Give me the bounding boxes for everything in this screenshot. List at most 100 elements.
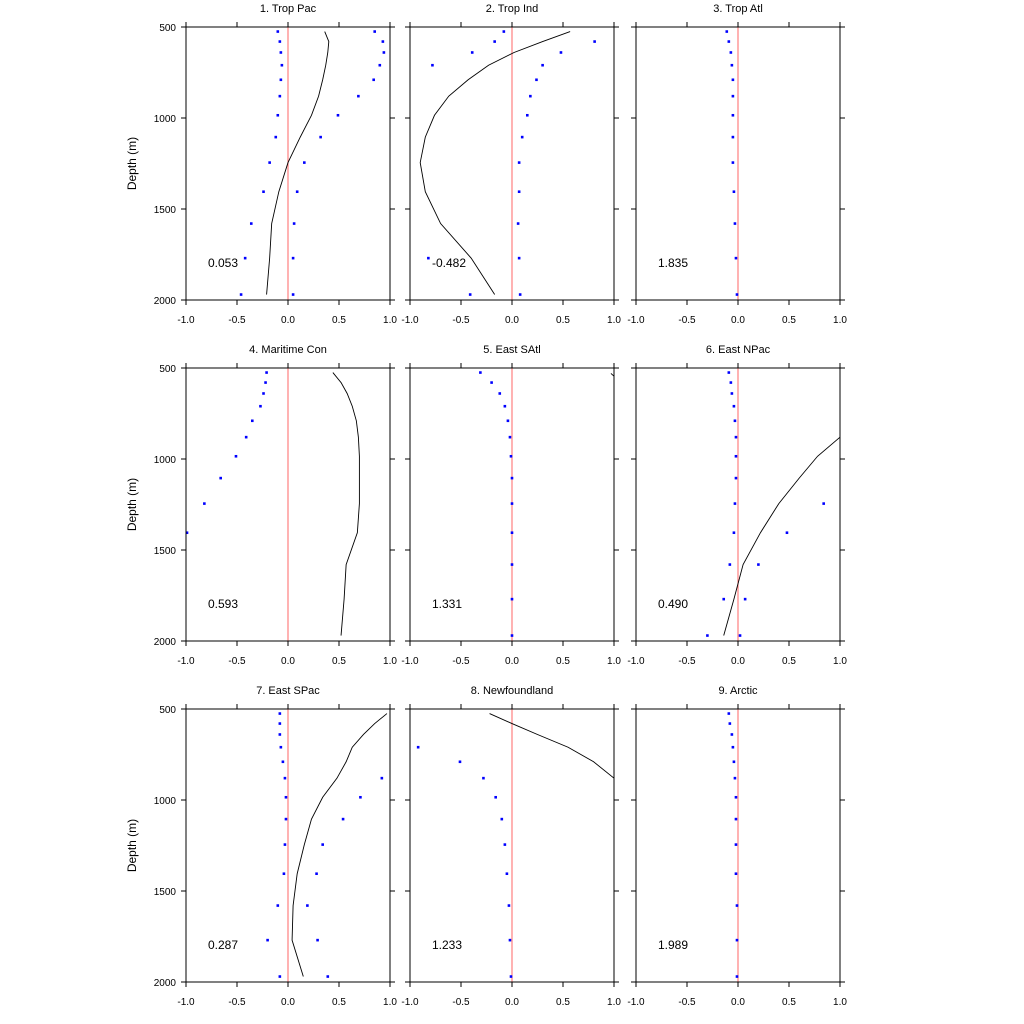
data-point [243, 256, 247, 260]
data-point [203, 502, 206, 505]
data-point [431, 63, 434, 67]
data-point [280, 63, 284, 67]
panel-title: 5. East SAtl [483, 344, 540, 356]
data-point [518, 293, 522, 296]
data-point [734, 435, 738, 439]
data-point [281, 760, 285, 764]
data-point [738, 634, 742, 637]
data-point [303, 161, 306, 164]
y-tick-label: 500 [159, 705, 176, 716]
data-point [239, 293, 243, 296]
data-point [732, 404, 736, 408]
data-point [517, 190, 521, 194]
data-point [306, 904, 309, 907]
data-point [593, 40, 596, 43]
y-axis-label: Depth (m) [125, 819, 139, 872]
data-point [279, 78, 283, 82]
data-point [282, 872, 286, 876]
data-point [292, 222, 296, 225]
data-point [733, 776, 737, 780]
panel-title: 1. Trop Pac [260, 3, 317, 15]
x-tick-label: -1.0 [627, 315, 645, 326]
data-point [503, 404, 507, 408]
x-tick-label: 1.0 [383, 997, 397, 1008]
x-tick-label: 0.0 [505, 315, 519, 326]
data-point [319, 135, 322, 139]
data-point [279, 745, 283, 749]
data-point [262, 392, 265, 395]
panel-4: -1.0 -0.5 0.0 0.5 1.0 500 1000 1500 2000 4. Marit… [125, 344, 397, 667]
data-point [506, 419, 510, 423]
data-layer [706, 371, 840, 637]
x-tick-label: -1.0 [177, 656, 195, 667]
x-tick-label: 1.0 [607, 656, 621, 667]
data-point [295, 190, 299, 194]
panel-8: -1.0 -0.5 0.0 0.5 1.0 8. Newfoundland 1.233 [401, 685, 621, 1008]
data-point [731, 94, 735, 98]
panel-annotation: 1.233 [432, 938, 462, 952]
y-tick-label: 500 [159, 23, 176, 34]
data-point [734, 843, 738, 846]
data-point [266, 938, 269, 942]
data-point [706, 634, 709, 637]
y-tick-label: 2000 [154, 296, 177, 307]
data-point [278, 40, 282, 43]
data-point [722, 597, 726, 601]
x-tick-label: 0.5 [782, 656, 796, 667]
panel-annotation: 1.835 [658, 256, 688, 270]
data-point [728, 563, 732, 566]
data-point [529, 94, 532, 98]
data-layer [239, 30, 386, 296]
panel-annotation: -0.482 [432, 256, 466, 270]
data-point [251, 419, 254, 423]
panel-annotation: 0.287 [208, 938, 238, 952]
data-point [284, 795, 288, 799]
data-point [541, 63, 544, 67]
y-tick-label: 500 [159, 364, 176, 375]
data-point [730, 733, 734, 736]
series-line [266, 31, 330, 295]
data-point [725, 30, 729, 33]
data-point [510, 502, 514, 505]
data-layer [727, 712, 739, 978]
x-tick-label: 0.5 [556, 656, 570, 667]
x-tick-label: 1.0 [607, 315, 621, 326]
data-point [729, 51, 733, 54]
data-layer [419, 30, 596, 296]
series-line [489, 713, 614, 779]
data-point [517, 161, 521, 164]
data-point [559, 51, 563, 54]
data-point [249, 222, 253, 225]
data-point [234, 454, 238, 458]
series-line [610, 373, 614, 377]
data-point [500, 817, 504, 821]
data-point [733, 222, 737, 225]
data-point [493, 40, 496, 43]
data-point [498, 392, 502, 395]
data-point [535, 78, 538, 82]
data-point [278, 712, 282, 715]
data-layer [725, 30, 739, 296]
panel-1: -1.0 -0.5 0.0 0.5 1.0 500 1000 1500 2000 1. Trop … [125, 3, 397, 326]
data-point [283, 776, 287, 780]
data-point [278, 733, 282, 736]
panel-title: 4. Maritime Con [249, 344, 327, 356]
x-tick-label: 1.0 [607, 997, 621, 1008]
data-point [372, 78, 375, 82]
panel-annotation: 1.989 [658, 938, 688, 952]
x-tick-label: 0.5 [556, 997, 570, 1008]
data-point [731, 135, 735, 139]
data-layer [186, 371, 360, 636]
data-point [336, 113, 340, 117]
data-point [341, 817, 345, 821]
series-line [332, 372, 360, 636]
y-tick-label: 1500 [154, 205, 177, 216]
data-point [785, 531, 789, 535]
data-point [757, 563, 760, 566]
data-point [279, 51, 283, 54]
data-point [731, 78, 735, 82]
y-tick-label: 1000 [154, 455, 177, 466]
data-point [381, 40, 385, 43]
x-tick-label: 0.0 [731, 997, 745, 1008]
